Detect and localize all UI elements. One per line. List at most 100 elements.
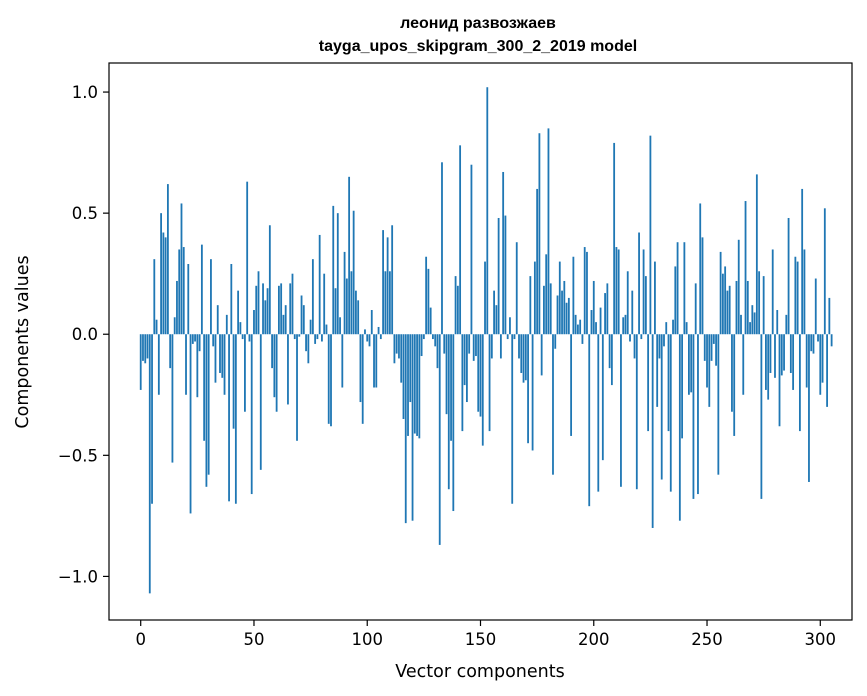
bar-142 <box>461 334 464 432</box>
bar-264 <box>737 239 740 335</box>
bar-256 <box>719 251 722 335</box>
bar-218 <box>633 334 636 359</box>
bar-231 <box>663 334 665 347</box>
bar-192 <box>574 314 577 335</box>
bar-107 <box>382 230 384 335</box>
bar-81 <box>323 273 326 335</box>
bar-198 <box>588 334 591 507</box>
bar-67 <box>291 273 294 335</box>
bar-255 <box>717 334 720 475</box>
bar-144 <box>466 334 468 403</box>
bar-175 <box>536 188 539 335</box>
bar-185 <box>558 261 561 335</box>
bar-10 <box>162 232 165 335</box>
bar-7 <box>155 319 158 335</box>
bar-146 <box>470 164 473 335</box>
bar-160 <box>502 171 505 335</box>
bar-128 <box>429 307 432 335</box>
bar-24 <box>194 334 196 342</box>
bar-59 <box>273 334 276 398</box>
x-axis-label: Vector components <box>395 662 564 682</box>
bar-117 <box>404 334 407 524</box>
bar-21 <box>187 264 190 335</box>
bar-121 <box>413 334 416 434</box>
bar-100 <box>366 334 369 342</box>
bar-266 <box>742 334 745 395</box>
bar-296 <box>810 334 813 352</box>
bar-27 <box>200 244 203 335</box>
bar-106 <box>379 334 382 340</box>
bar-183 <box>554 334 557 349</box>
bar-305 <box>830 334 833 347</box>
bar-249 <box>703 334 706 361</box>
bar-48 <box>248 334 251 342</box>
bar-79 <box>318 234 321 335</box>
bar-131 <box>436 334 439 369</box>
bar-64 <box>284 305 287 335</box>
bar-191 <box>572 256 575 335</box>
bar-37 <box>223 334 226 395</box>
bar-229 <box>658 334 661 359</box>
bar-22 <box>189 334 192 514</box>
bar-181 <box>549 283 552 335</box>
bar-304 <box>828 297 831 335</box>
bar-65 <box>287 334 289 405</box>
bar-103 <box>373 334 375 388</box>
bar-169 <box>522 334 525 383</box>
bar-166 <box>515 242 518 335</box>
y-axis-label: Components values <box>13 255 33 428</box>
bar-43 <box>237 290 240 335</box>
bar-5 <box>151 334 153 504</box>
bar-74 <box>307 334 310 364</box>
bar-51 <box>255 285 258 335</box>
bar-46 <box>244 334 246 412</box>
bar-179 <box>545 254 548 335</box>
bar-140 <box>456 285 459 335</box>
bar-3 <box>146 334 149 359</box>
bar-63 <box>282 314 285 335</box>
bar-188 <box>565 302 568 335</box>
bar-174 <box>533 261 536 335</box>
bar-214 <box>624 314 627 335</box>
bar-216 <box>629 334 631 342</box>
bar-40 <box>230 264 233 335</box>
bar-301 <box>821 334 824 383</box>
bar-34 <box>216 305 219 335</box>
bar-123 <box>418 334 421 439</box>
bar-268 <box>746 280 749 335</box>
bar-54 <box>262 283 264 335</box>
bar-57 <box>268 225 271 335</box>
bar-173 <box>531 334 534 451</box>
bar-220 <box>638 232 640 335</box>
bar-104 <box>375 334 378 388</box>
bar-110 <box>388 271 391 335</box>
bar-77 <box>314 334 317 344</box>
bar-86 <box>334 288 337 335</box>
bar-283 <box>780 334 783 376</box>
bar-187 <box>563 280 566 335</box>
bar-211 <box>617 249 620 335</box>
bar-167 <box>518 334 520 359</box>
bar-92 <box>348 176 351 335</box>
bar-194 <box>579 319 582 335</box>
bar-298 <box>814 278 817 335</box>
x-tick-label: 50 <box>243 630 264 649</box>
bar-259 <box>726 290 729 335</box>
bar-109 <box>386 237 389 335</box>
x-tick-label: 200 <box>578 630 610 649</box>
bar-269 <box>749 322 751 335</box>
bar-71 <box>300 295 303 335</box>
bar-262 <box>733 334 736 436</box>
bar-267 <box>744 201 747 335</box>
bar-270 <box>751 305 754 335</box>
bar-228 <box>656 334 659 407</box>
bar-129 <box>432 334 434 340</box>
bar-201 <box>595 322 597 335</box>
bar-132 <box>438 334 441 545</box>
bar-224 <box>647 334 650 432</box>
bar-94 <box>352 210 355 335</box>
bar-105 <box>377 326 380 335</box>
bar-101 <box>368 334 371 347</box>
bar-17 <box>178 249 181 335</box>
